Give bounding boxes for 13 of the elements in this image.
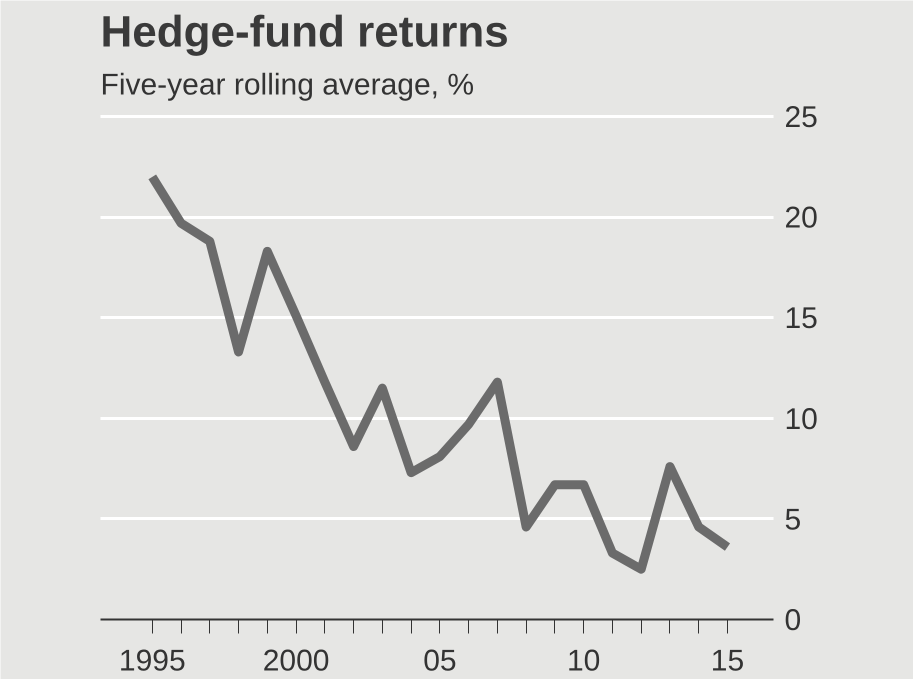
x-tick-label: 15: [710, 644, 744, 678]
y-tick-label: 5: [784, 503, 802, 536]
y-tick-label: 15: [784, 302, 818, 336]
chart-title: Hedge-fund returns: [100, 8, 509, 56]
x-tick-label: 2000: [262, 644, 330, 678]
y-tick-label: 10: [784, 402, 818, 436]
y-tick-label: 20: [784, 202, 818, 235]
y-tick-label: 25: [784, 101, 818, 134]
y-tick-label: 0: [784, 604, 802, 637]
x-tick-label: 1995: [118, 644, 186, 678]
x-tick-label: 10: [566, 644, 600, 678]
x-tick-label: 05: [423, 644, 457, 678]
chart-subtitle: Five-year rolling average, %: [100, 68, 474, 102]
